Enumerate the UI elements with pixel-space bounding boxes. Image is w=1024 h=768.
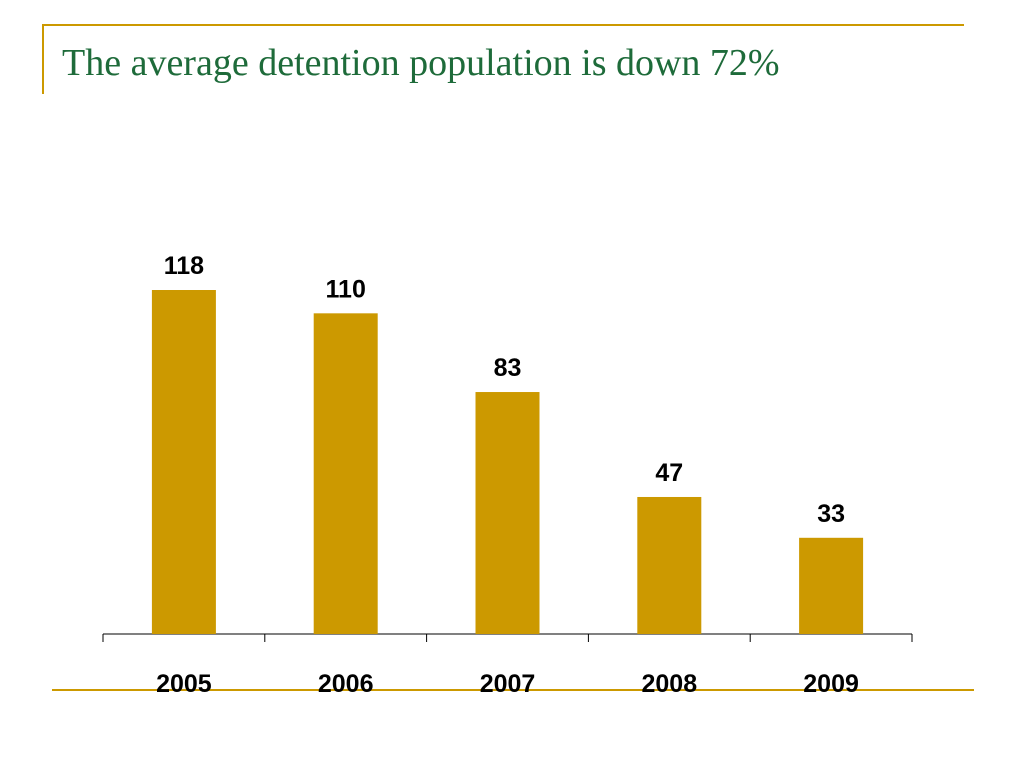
frame-bottom-rule: [52, 689, 974, 691]
data-label-2009: 33: [817, 500, 845, 528]
bar-2008: [637, 496, 702, 634]
x-tick-label-2007: 2007: [480, 670, 536, 698]
data-label-2006: 110: [326, 275, 366, 303]
data-label-2008: 47: [655, 459, 683, 487]
x-tick-label-2006: 2006: [318, 670, 374, 698]
x-tick-label-2008: 2008: [641, 670, 697, 698]
frame-top-rule: [42, 24, 964, 26]
x-tick-label-2009: 2009: [803, 670, 859, 698]
bar-2009: [799, 537, 864, 634]
x-tick-label-2005: 2005: [156, 670, 212, 698]
data-label-2005: 118: [164, 252, 204, 280]
bar-2006: [313, 313, 378, 634]
bar-2007: [475, 392, 540, 634]
slide-title: The average detention population is down…: [62, 42, 780, 84]
bar-2005: [151, 290, 216, 634]
data-label-2007: 83: [494, 354, 522, 382]
frame-left-rule: [42, 24, 44, 94]
